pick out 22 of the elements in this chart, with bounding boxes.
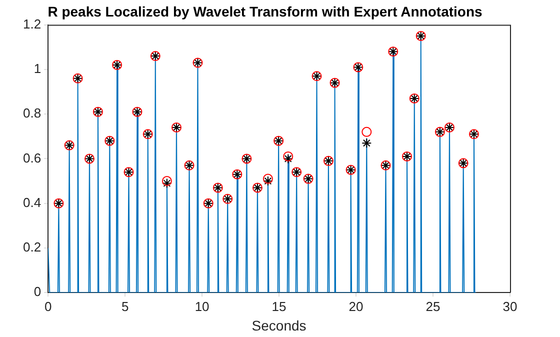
x-tick-label: 0 [44, 298, 52, 314]
y-tick-label: 1 [34, 61, 42, 76]
x-tick-label: 20 [348, 298, 364, 314]
point [283, 151, 294, 162]
point [362, 138, 372, 148]
x-tick-label: 25 [426, 298, 440, 314]
x-tick-label: 5 [121, 298, 129, 314]
point [362, 126, 372, 137]
point [262, 176, 273, 186]
y-tick-label: 0.6 [22, 150, 42, 166]
chart-title: R peaks Localized by Wavelet Transform with Expert Annotations [48, 3, 483, 20]
x-tick-label: 10 [194, 298, 210, 314]
y-tick-label: 0.2 [22, 240, 42, 255]
y-tick-label: 0.4 [22, 194, 42, 210]
x-tick-label: 15 [272, 298, 286, 314]
y-tick-label: 0 [34, 284, 42, 300]
y-tick-label: 0.8 [22, 106, 42, 121]
point [262, 174, 273, 184]
x-axis-title: Seconds [252, 317, 306, 334]
y-tick-label: 1.2 [22, 16, 42, 32]
point [283, 154, 294, 164]
x-tick-label: 30 [502, 298, 518, 314]
